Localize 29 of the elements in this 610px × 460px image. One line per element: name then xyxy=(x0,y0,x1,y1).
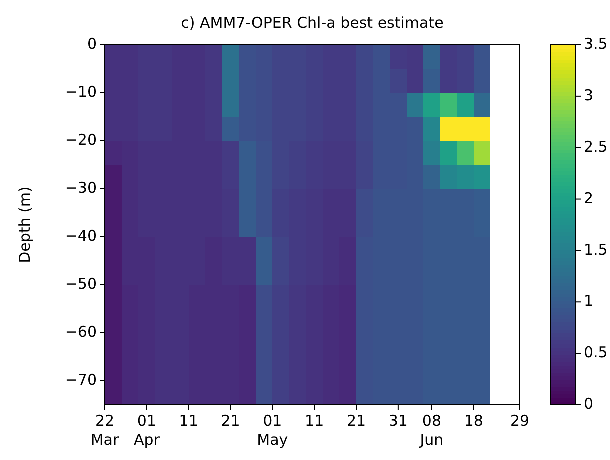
color-bar-label: 0 xyxy=(584,395,594,414)
color-bar-label: 2.5 xyxy=(584,138,608,156)
x-tick-label: 08 Jun xyxy=(419,412,444,449)
x-tick-label: 18 xyxy=(464,412,484,430)
x-tick-label: 11 xyxy=(179,412,198,430)
y-tick-label: −10 xyxy=(65,83,97,102)
color-bar-label: 1.5 xyxy=(584,240,608,259)
x-tick-label: 01 May xyxy=(257,412,288,449)
x-tick-label: 22 Mar xyxy=(90,412,120,449)
y-tick-label: −30 xyxy=(65,179,97,198)
x-tick-label: 01 Apr xyxy=(134,412,161,449)
y-tick-label: −60 xyxy=(65,323,97,342)
y-tick-label: −50 xyxy=(65,275,97,294)
x-tick-label: 21 xyxy=(221,412,240,430)
x-tick-label: 11 xyxy=(305,412,324,430)
color-bar-label: 2 xyxy=(584,189,594,208)
y-tick-label: 0 xyxy=(87,35,97,54)
color-bar-label: 1 xyxy=(584,292,594,310)
chart-title: c) AMM7-OPER Chl-a best estimate xyxy=(181,14,444,32)
color-bar-label: 3.5 xyxy=(584,35,608,54)
y-axis-title: Depth (m) xyxy=(16,186,34,264)
x-tick-label: 31 xyxy=(388,412,408,430)
y-tick-label: −40 xyxy=(65,227,97,246)
y-tick-label: −20 xyxy=(65,131,97,150)
y-tick-label: −70 xyxy=(65,371,97,390)
x-tick-label: 29 xyxy=(510,412,530,430)
x-tick-label: 21 xyxy=(346,412,366,430)
color-bar-label: 0.5 xyxy=(584,344,608,362)
color-bar-label: 3 xyxy=(584,86,594,105)
